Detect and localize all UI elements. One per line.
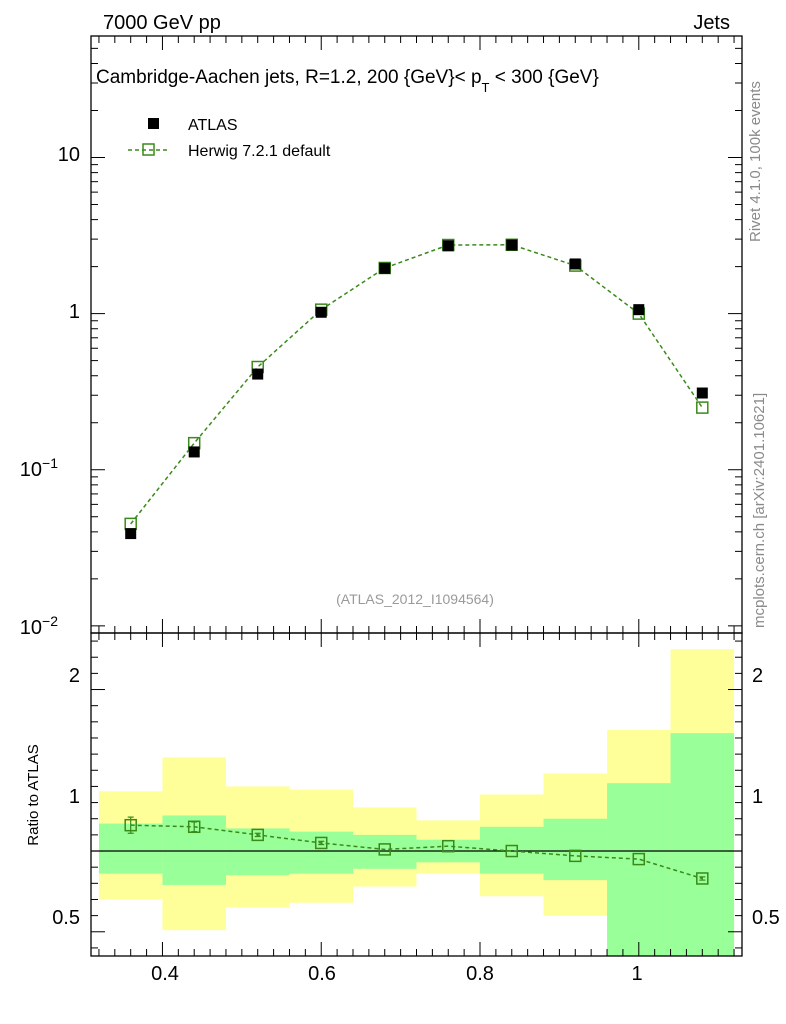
ratio-point: [187, 820, 201, 834]
atlas-point: [379, 262, 391, 274]
xtick-label-0.6: 0.6: [308, 963, 336, 985]
band-inner: [543, 818, 608, 881]
ratio-ytick-label-right-0.5: 0.5: [752, 907, 780, 929]
ratio-point: [505, 844, 519, 858]
ratio-point: [632, 852, 646, 866]
xtick-label-1: 1: [631, 963, 642, 985]
band-inner: [352, 834, 417, 869]
atlas-point: [506, 239, 518, 251]
band-inner: [480, 826, 544, 874]
atlas-point: [696, 387, 708, 399]
xtick-label-0.4: 0.4: [151, 963, 179, 985]
ratio-point: [251, 828, 264, 842]
main-axis-ticks: [91, 35, 742, 633]
ratio-uncertainty-bands: [98, 649, 735, 956]
ratio-point: [314, 836, 328, 850]
main-data-markers: [124, 238, 709, 540]
analysis-id-watermark: (ATLAS_2012_I1094564): [336, 591, 494, 607]
legend-herwig-marker: [142, 143, 155, 156]
ratio-line: [130, 824, 703, 880]
atlas-point: [188, 446, 200, 458]
atlas-point: [569, 258, 581, 270]
ratio-plot-frame: [90, 632, 743, 957]
rivet-info: Rivet 4.1.0, 100k events: [747, 81, 764, 242]
header-right: Jets: [693, 12, 730, 34]
ytick-label-0.1: 10−1: [20, 455, 58, 481]
ratio-ytick-label-right-1: 1: [752, 786, 763, 808]
ytick-label-0.01: 10−2: [20, 613, 58, 639]
atlas-point: [442, 240, 454, 252]
ratio-point: [442, 839, 455, 853]
plot-title: Cambridge-Aachen jets, R=1.2, 200 {GeV}<…: [96, 67, 599, 95]
ratio-ytick-label-2: 2: [69, 665, 80, 687]
herwig-point: [696, 401, 709, 414]
ratio-ytick-label-0.5: 0.5: [52, 907, 80, 929]
ratio-axis-label: Ratio to ATLAS: [25, 744, 42, 845]
atlas-point: [633, 304, 645, 316]
herwig-line: [130, 244, 703, 525]
ratio-axis-ticks: [91, 633, 742, 956]
ratio-ytick-label-1: 1: [69, 786, 80, 808]
ratio-markers: [124, 816, 709, 885]
ytick-label-1: 1: [69, 301, 80, 323]
legend-atlas-marker: [148, 118, 159, 129]
ratio-point: [378, 843, 391, 856]
atlas-point: [315, 306, 327, 318]
header-left: 7000 GeV pp: [103, 12, 221, 34]
ratio-ytick-label-right-2: 2: [752, 665, 763, 687]
xtick-label-0.8: 0.8: [466, 963, 494, 985]
ratio-point: [569, 849, 582, 863]
ratio-point: [124, 818, 137, 832]
legend-herwig-label: Herwig 7.2.1 default: [188, 143, 331, 160]
legend-atlas-label: ATLAS: [188, 117, 238, 134]
atlas-point: [125, 528, 137, 540]
band-inner: [607, 783, 671, 956]
atlas-point: [252, 368, 264, 380]
mcplots-info: mcplots.cern.ch [arXiv:2401.10621]: [751, 393, 768, 628]
band-inner: [670, 733, 735, 956]
band-inner: [289, 831, 353, 874]
ytick-label-10: 10: [58, 144, 80, 166]
ratio-point: [696, 872, 709, 885]
